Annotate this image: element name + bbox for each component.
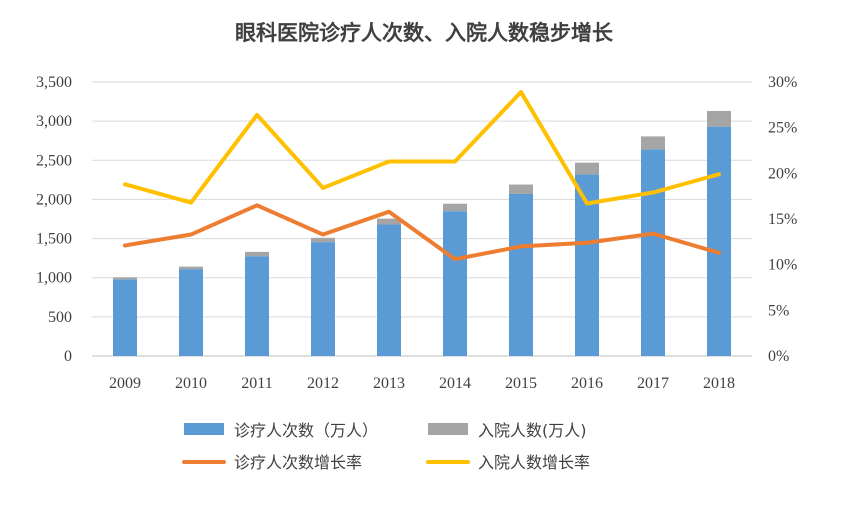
y-left-tick-label: 500 [48,309,72,326]
bar-series [113,110,731,356]
bar [707,110,731,127]
y-right-tick-label: 10% [768,257,797,274]
bar [641,149,665,356]
x-tick-label: 2015 [505,375,537,392]
bar [575,162,599,175]
bar [377,218,401,225]
legend-swatch [184,423,224,435]
y-left-tick-label: 2,500 [36,152,72,169]
line-series [123,90,721,262]
x-tick-label: 2013 [373,375,405,392]
y-right-tick-label: 5% [768,302,789,319]
bar [311,237,335,243]
bar [707,126,731,356]
bar [443,203,467,212]
legend: 诊疗人次数（万人） 入院人数(万人) 诊疗人次数增长率 入院人数增长率 [182,421,590,472]
y-right-tick-label: 30% [768,74,797,91]
bar [641,136,665,150]
y-right-tick-label: 25% [768,120,797,137]
y-left-tick-label: 1,500 [36,231,72,248]
x-tick-label: 2011 [241,375,272,392]
x-tick-label: 2018 [703,375,735,392]
legend-label: 诊疗人次数（万人） [234,421,378,440]
legend-swatch [428,423,468,435]
y-right-tick-label: 20% [768,165,797,182]
bar [509,193,533,356]
bar [245,251,269,257]
legend-label: 入院人数(万人) [478,421,587,440]
bar [113,277,137,280]
bar [377,224,401,356]
y-right-tick-label: 15% [768,211,797,228]
y-axis-left: 0 500 1,000 1,500 2,000 2,500 3,000 3,500 [36,74,72,365]
chart-title: 眼科医院诊疗人次数、入院人数稳步增长 [235,21,614,45]
x-axis: 2009 2010 2011 2012 2013 2014 2015 2016 2017 2018 [109,375,735,392]
y-axis-right: 0% 5% 10% 15% 20% 25% 30% [768,74,797,365]
series-line [123,90,721,206]
bar [311,242,335,356]
y-right-tick-label: 0% [768,348,789,365]
y-left-tick-label: 3,500 [36,74,72,91]
y-left-tick-label: 2,000 [36,191,72,208]
legend-label: 入院人数增长率 [478,453,590,472]
x-tick-label: 2009 [109,375,141,392]
x-tick-label: 2014 [439,375,471,392]
y-left-tick-label: 3,000 [36,113,72,130]
bar [179,266,203,270]
bar [113,279,137,356]
y-left-tick-label: 0 [64,348,72,365]
x-tick-label: 2010 [175,375,207,392]
series-line [123,203,721,262]
bar [179,269,203,356]
x-tick-label: 2012 [307,375,339,392]
y-left-tick-label: 1,000 [36,270,72,287]
x-tick-label: 2017 [637,375,669,392]
bar [443,211,467,356]
x-tick-label: 2016 [571,375,603,392]
bar [245,256,269,356]
bar [509,184,533,194]
legend-label: 诊疗人次数增长率 [234,453,362,472]
